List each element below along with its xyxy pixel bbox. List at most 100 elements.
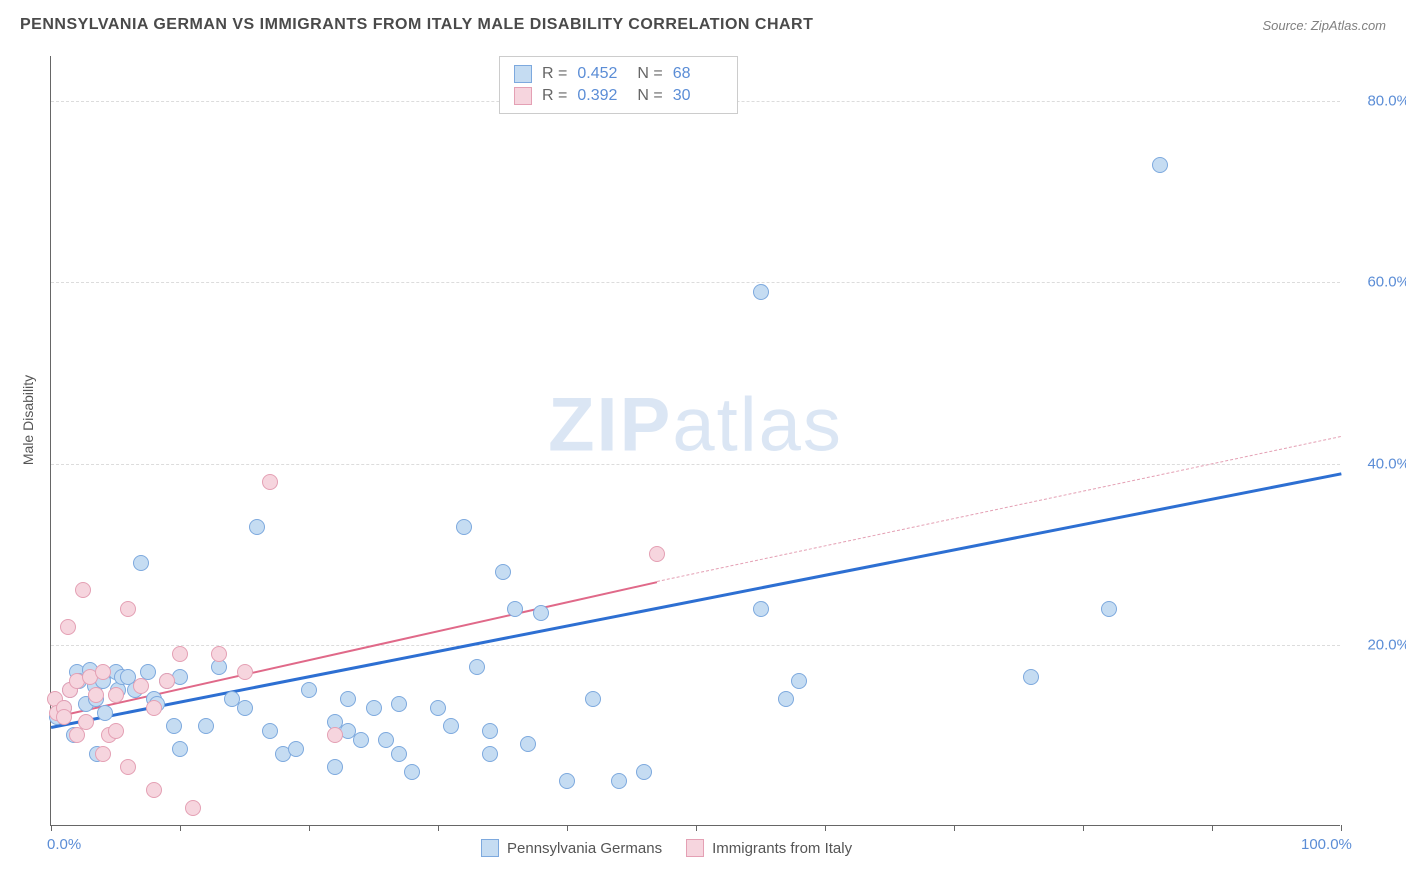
- data-point: [430, 700, 446, 716]
- data-point: [120, 759, 136, 775]
- x-tick: [567, 825, 568, 831]
- data-point: [495, 564, 511, 580]
- data-point: [262, 723, 278, 739]
- data-point: [172, 646, 188, 662]
- y-tick-label: 40.0%: [1367, 455, 1406, 472]
- x-tick-label: 100.0%: [1301, 836, 1352, 853]
- data-point: [159, 673, 175, 689]
- data-point: [482, 746, 498, 762]
- data-point: [791, 673, 807, 689]
- data-point: [1152, 157, 1168, 173]
- data-point: [353, 732, 369, 748]
- legend-item: Pennsylvania Germans: [481, 839, 662, 857]
- data-point: [133, 555, 149, 571]
- data-point: [1101, 601, 1117, 617]
- data-point: [391, 696, 407, 712]
- data-point: [443, 718, 459, 734]
- legend-swatch: [514, 65, 532, 83]
- data-point: [211, 646, 227, 662]
- data-point: [172, 741, 188, 757]
- x-tick-label: 0.0%: [47, 836, 81, 853]
- watermark: ZIPatlas: [548, 382, 843, 469]
- legend-label: Immigrants from Italy: [712, 840, 852, 857]
- r-label: R =: [542, 87, 567, 105]
- x-tick: [51, 825, 52, 831]
- data-point: [95, 664, 111, 680]
- n-label: N =: [637, 87, 662, 105]
- n-label: N =: [637, 65, 662, 83]
- data-point: [237, 664, 253, 680]
- source-attribution: Source: ZipAtlas.com: [1262, 18, 1386, 33]
- data-point: [585, 691, 601, 707]
- x-tick: [309, 825, 310, 831]
- data-point: [1023, 669, 1039, 685]
- r-value: 0.392: [577, 87, 627, 105]
- data-point: [198, 718, 214, 734]
- gridline: [51, 282, 1340, 283]
- data-point: [507, 601, 523, 617]
- data-point: [108, 723, 124, 739]
- data-point: [56, 709, 72, 725]
- data-point: [753, 601, 769, 617]
- data-point: [88, 687, 104, 703]
- data-point: [469, 659, 485, 675]
- n-value: 68: [673, 65, 723, 83]
- data-point: [636, 764, 652, 780]
- data-point: [340, 691, 356, 707]
- x-tick: [696, 825, 697, 831]
- x-tick: [1083, 825, 1084, 831]
- data-point: [97, 705, 113, 721]
- chart-title: PENNSYLVANIA GERMAN VS IMMIGRANTS FROM I…: [20, 16, 813, 34]
- data-point: [133, 678, 149, 694]
- data-point: [649, 546, 665, 562]
- data-point: [378, 732, 394, 748]
- data-point: [146, 782, 162, 798]
- legend-swatch: [514, 87, 532, 105]
- data-point: [288, 741, 304, 757]
- data-point: [237, 700, 253, 716]
- data-point: [262, 474, 278, 490]
- trend-line: [51, 473, 1341, 729]
- data-point: [69, 727, 85, 743]
- x-tick: [180, 825, 181, 831]
- data-point: [327, 727, 343, 743]
- data-point: [520, 736, 536, 752]
- x-tick: [1341, 825, 1342, 831]
- legend-row: R = 0.452 N = 68: [514, 63, 723, 85]
- gridline: [51, 645, 1340, 646]
- x-tick: [1212, 825, 1213, 831]
- x-tick: [954, 825, 955, 831]
- data-point: [185, 800, 201, 816]
- data-point: [166, 718, 182, 734]
- data-point: [146, 700, 162, 716]
- scatter-chart: ZIPatlas R =0.452N =68R =0.392N =30 Penn…: [50, 56, 1340, 826]
- data-point: [533, 605, 549, 621]
- data-point: [75, 582, 91, 598]
- data-point: [778, 691, 794, 707]
- legend-swatch: [686, 839, 704, 857]
- x-tick: [825, 825, 826, 831]
- data-point: [249, 519, 265, 535]
- correlation-legend: R = 0.452 N = 68 R = 0.392 N = 30: [499, 56, 738, 114]
- gridline: [51, 464, 1340, 465]
- r-label: R =: [542, 65, 567, 83]
- legend-label: Pennsylvania Germans: [507, 840, 662, 857]
- data-point: [404, 764, 420, 780]
- series-legend: Pennsylvania Germans Immigrants from Ital…: [481, 839, 852, 857]
- y-tick-label: 80.0%: [1367, 93, 1406, 110]
- trend-line: [657, 436, 1341, 582]
- legend-item: Immigrants from Italy: [686, 839, 852, 857]
- data-point: [366, 700, 382, 716]
- r-value: 0.452: [577, 65, 627, 83]
- n-value: 30: [673, 87, 723, 105]
- data-point: [60, 619, 76, 635]
- legend-swatch: [481, 839, 499, 857]
- legend-row: R = 0.392 N = 30: [514, 85, 723, 107]
- y-tick-label: 60.0%: [1367, 274, 1406, 291]
- data-point: [456, 519, 472, 535]
- y-tick-label: 20.0%: [1367, 636, 1406, 653]
- data-point: [120, 601, 136, 617]
- data-point: [108, 687, 124, 703]
- data-point: [753, 284, 769, 300]
- header: PENNSYLVANIA GERMAN VS IMMIGRANTS FROM I…: [0, 0, 1406, 42]
